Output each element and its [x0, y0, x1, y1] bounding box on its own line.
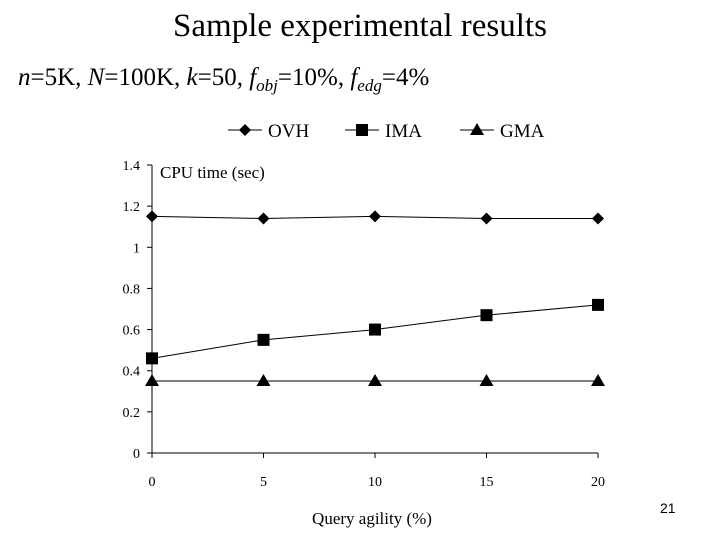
param-f-edg: fedg=4%: [350, 64, 430, 95]
series-ima-point: [480, 309, 493, 322]
legend-label-gma: GMA: [500, 121, 545, 142]
chart-legend: OVH IMA GMA: [228, 121, 545, 142]
y-axis-label: CPU time (sec): [160, 163, 265, 182]
series-ovh-point: [369, 210, 381, 223]
series-ima: [146, 298, 604, 365]
legend-label-ima: IMA: [385, 121, 422, 142]
x-tick-label: 15: [480, 475, 494, 490]
series-gma-point: [479, 374, 494, 386]
slide-title: Sample experimental results: [173, 8, 547, 44]
series-ima-point: [146, 352, 158, 365]
param-f-obj: fobj=10%,: [249, 64, 351, 95]
series-gma-point: [145, 374, 159, 386]
y-tick-label: 1.2: [123, 200, 141, 215]
x-tick-label: 10: [368, 475, 382, 490]
y-tick-label: 0.2: [123, 406, 141, 421]
y-tick-label: 1: [133, 241, 140, 256]
y-tick-label: 0.6: [123, 324, 141, 339]
x-axis-label: Query agility (%): [312, 509, 432, 528]
y-tick-label: 0: [133, 447, 140, 462]
series-ima-point: [592, 298, 604, 311]
series-gma-point: [256, 374, 271, 386]
legend-entry-gma: GMA: [460, 121, 545, 142]
legend-marker-gma: [470, 123, 484, 135]
series-ovh-point: [146, 210, 158, 223]
chart-series: [145, 210, 605, 386]
y-tick-label: 0.4: [123, 365, 141, 380]
series-ovh-point: [257, 212, 270, 225]
chart-axes: 0 0.2 0.4 0.6 0.8 1 1.2 1.4 0 5 10 15 20: [123, 159, 606, 490]
slide-number: 21: [660, 500, 676, 516]
legend-marker-ovh: [239, 124, 251, 136]
x-tick-label: 20: [591, 475, 605, 490]
series-ovh: [146, 210, 604, 225]
param-N: N=100K,: [87, 64, 187, 91]
parameter-line: n=5K, N=100K, k=50, fobj=10%, fedg=4%: [18, 64, 429, 96]
series-gma-point: [368, 374, 382, 386]
legend-entry-ima: IMA: [345, 121, 422, 142]
series-ima-point: [257, 333, 270, 346]
legend-label-ovh: OVH: [268, 121, 309, 142]
series-ima-point: [369, 323, 381, 336]
param-k: k=50,: [186, 64, 250, 91]
series-gma-point: [591, 374, 605, 386]
series-ovh-point: [480, 212, 493, 225]
param-n: n=5K,: [18, 64, 88, 91]
legend-entry-ovh: OVH: [228, 121, 309, 142]
legend-marker-ima: [356, 124, 368, 136]
series-ovh-point: [592, 212, 604, 225]
series-gma: [145, 374, 605, 386]
y-tick-label: 1.4: [123, 159, 141, 174]
y-tick-label: 0.8: [123, 282, 141, 297]
x-tick-label: 0: [149, 475, 156, 490]
x-tick-label: 5: [260, 475, 267, 490]
